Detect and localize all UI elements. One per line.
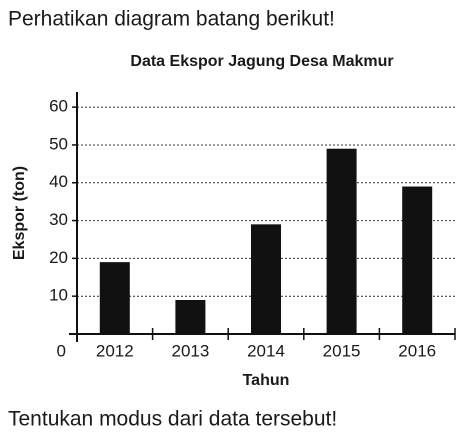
y-tick-label: 40 [49,172,68,191]
x-tick-label: 2013 [171,341,209,360]
question-text: Tentukan modus dari data tersebut! [8,408,337,431]
chart-title: Data Ekspor Jagung Desa Makmur [130,53,393,70]
y-tick-label: 0 [57,341,66,360]
bar [251,224,281,334]
x-axis-label: Tahun [243,372,290,389]
x-tick-label: 2015 [323,341,361,360]
y-tick-label: 50 [49,134,68,153]
x-tick-label: 2016 [398,341,436,360]
x-tick-label: 2014 [247,341,285,360]
y-axis-label: Ekspor (ton) [11,166,28,260]
bar [175,299,206,334]
intro-text: Perhatikan diagram batang berikut! [8,8,335,31]
y-tick-label: 30 [49,210,68,229]
bar [99,262,130,334]
bar [326,148,357,334]
y-tick-label: 20 [49,248,68,267]
y-tick-label: 10 [49,286,68,305]
y-tick-label: 60 [49,97,68,116]
bar [402,186,433,334]
x-tick-label: 2012 [96,341,134,360]
